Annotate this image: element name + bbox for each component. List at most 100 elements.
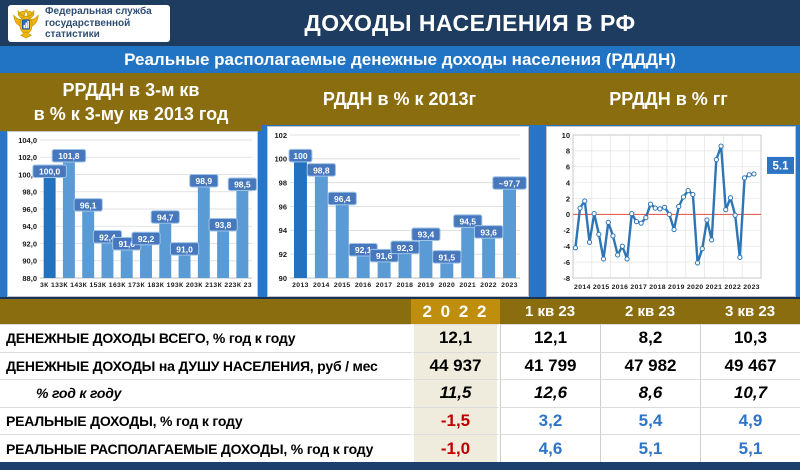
svg-text:2022: 2022 xyxy=(480,282,497,289)
svg-text:91,6: 91,6 xyxy=(376,251,393,261)
svg-text:98,0: 98,0 xyxy=(22,188,37,197)
svg-text:~97,7: ~97,7 xyxy=(499,178,521,188)
svg-text:96,1: 96,1 xyxy=(80,200,97,210)
table-header-q1-23: 1 кв 23 xyxy=(500,299,600,324)
svg-text:5.1: 5.1 xyxy=(773,160,790,172)
svg-text:94,5: 94,5 xyxy=(459,217,476,227)
logo-text-line2: государственной статистики xyxy=(45,17,131,41)
svg-text:2017: 2017 xyxy=(376,282,393,289)
svg-text:94: 94 xyxy=(279,226,288,235)
cell-value: 3,2 xyxy=(500,406,600,435)
cell-value: 41 799 xyxy=(500,351,600,380)
svg-text:92: 92 xyxy=(279,250,287,259)
svg-text:3К 20: 3К 20 xyxy=(175,282,194,289)
svg-text:98,8: 98,8 xyxy=(313,165,330,175)
svg-text:-4: -4 xyxy=(563,242,570,251)
svg-text:2019: 2019 xyxy=(668,284,685,291)
rosstat-logo: Федеральная служба государственной стати… xyxy=(8,5,170,42)
svg-text:94,7: 94,7 xyxy=(157,212,174,222)
chart3-title-banner: РРДДН в % гг xyxy=(537,73,800,125)
svg-text:92,0: 92,0 xyxy=(22,239,37,248)
cell-value: 4,6 xyxy=(500,434,600,462)
cell-value: 5,1 xyxy=(700,434,800,462)
chart2-title-banner: РДДН в % к 2013г xyxy=(262,73,537,125)
cell-value: 8,6 xyxy=(600,379,700,407)
svg-text:94,0: 94,0 xyxy=(22,222,37,231)
svg-text:10: 10 xyxy=(562,131,570,140)
svg-text:2016: 2016 xyxy=(612,284,629,291)
table-header-q3-23: 3 кв 23 xyxy=(700,299,800,324)
cell-value: 12,6 xyxy=(500,379,600,407)
svg-text:2021: 2021 xyxy=(459,282,476,289)
table-header-q2-23: 2 кв 23 xyxy=(600,299,700,324)
svg-text:3К 13: 3К 13 xyxy=(40,282,59,289)
chart2-title: РДДН в % к 2013г xyxy=(322,89,477,109)
svg-text:96,0: 96,0 xyxy=(22,205,37,214)
svg-text:102: 102 xyxy=(274,131,287,140)
svg-text:100: 100 xyxy=(274,155,287,164)
svg-text:102,0: 102,0 xyxy=(18,153,37,162)
svg-text:-8: -8 xyxy=(563,274,570,283)
rosstat-eagle-icon xyxy=(13,8,39,38)
cell-value: 5,4 xyxy=(600,406,700,435)
table-top-border xyxy=(0,297,800,299)
svg-text:3К 15: 3К 15 xyxy=(78,282,97,289)
svg-text:98,5: 98,5 xyxy=(234,180,251,190)
svg-text:3К 17: 3К 17 xyxy=(117,282,136,289)
svg-text:2013: 2013 xyxy=(292,282,309,289)
svg-text:2021: 2021 xyxy=(706,284,723,291)
svg-text:2014: 2014 xyxy=(313,282,330,289)
svg-text:-2: -2 xyxy=(563,226,570,235)
svg-text:6: 6 xyxy=(566,163,570,172)
income-table: 2 0 2 2 1 кв 23 2 кв 23 3 кв 23 ДЕНЕЖНЫЕ… xyxy=(0,299,800,462)
svg-text:92,4: 92,4 xyxy=(99,232,116,242)
chart1-title-line1: РРДДН в 3-м кв xyxy=(62,80,200,100)
svg-text:91,5: 91,5 xyxy=(439,252,456,262)
svg-text:8: 8 xyxy=(566,147,570,156)
svg-text:96,4: 96,4 xyxy=(334,194,351,204)
svg-text:2020: 2020 xyxy=(438,282,455,289)
svg-text:2014: 2014 xyxy=(574,284,591,291)
rddn-annual-bar-chart: 90 92 94 96 98 100 102 2013 2014 2015 2016 2017 2018… xyxy=(274,131,527,289)
page-title: ДОХОДЫ НАСЕЛЕНИЯ В РФ xyxy=(304,9,636,36)
svg-text:101,8: 101,8 xyxy=(58,151,80,161)
svg-text:2022: 2022 xyxy=(724,284,741,291)
svg-text:88,0: 88,0 xyxy=(22,274,37,283)
chart-panel-quarterly-index: 88,0 90,0 92,0 94,0 96,0 98,0 100,0 102,0 104,0 3… xyxy=(7,131,258,297)
svg-text:98,9: 98,9 xyxy=(196,176,213,186)
svg-text:2: 2 xyxy=(566,194,570,203)
svg-text:3К 18: 3К 18 xyxy=(136,282,155,289)
svg-text:3К 19: 3К 19 xyxy=(156,282,175,289)
svg-text:2016: 2016 xyxy=(355,282,372,289)
cell-value: 10,3 xyxy=(700,324,800,352)
svg-text:90: 90 xyxy=(279,274,287,283)
svg-text:96: 96 xyxy=(279,202,287,211)
svg-text:4: 4 xyxy=(566,178,571,187)
svg-text:93,8: 93,8 xyxy=(215,220,232,230)
cell-value: 4,9 xyxy=(700,406,800,435)
svg-text:3К 21: 3К 21 xyxy=(194,282,213,289)
svg-text:2015: 2015 xyxy=(593,284,610,291)
svg-text:91,6: 91,6 xyxy=(118,239,135,249)
svg-text:2020: 2020 xyxy=(687,284,704,291)
svg-text:92,2: 92,2 xyxy=(138,234,155,244)
cell-value: 44 937 xyxy=(411,351,500,380)
svg-text:3К 23: 3К 23 xyxy=(233,282,252,289)
row-label-real-income: РЕАЛЬНЫЕ ДОХОДЫ, % год к году xyxy=(0,406,411,435)
svg-text:100,0: 100,0 xyxy=(18,170,37,179)
cell-value: 11,5 xyxy=(411,379,500,407)
subtitle-bar: Реальные располагаемые денежные доходы н… xyxy=(0,46,800,73)
svg-text:104,0: 104,0 xyxy=(18,136,37,145)
svg-text:100,0: 100,0 xyxy=(39,167,61,177)
cell-value: 12,1 xyxy=(411,324,500,352)
rrddn-q3-bar-chart: 88,090,092,094,096,098,0100,0102,0104,03… xyxy=(18,136,257,289)
svg-text:2017: 2017 xyxy=(630,284,647,291)
svg-text:2015: 2015 xyxy=(334,282,351,289)
svg-text:92,1: 92,1 xyxy=(355,245,372,255)
svg-text:3К 14: 3К 14 xyxy=(59,282,78,289)
table-header-spacer xyxy=(0,299,411,324)
chart-panel-annual-index: 90 92 94 96 98 100 102 2013 2014 2015 2016 2017 2018… xyxy=(267,126,529,297)
svg-text:2019: 2019 xyxy=(418,282,435,289)
